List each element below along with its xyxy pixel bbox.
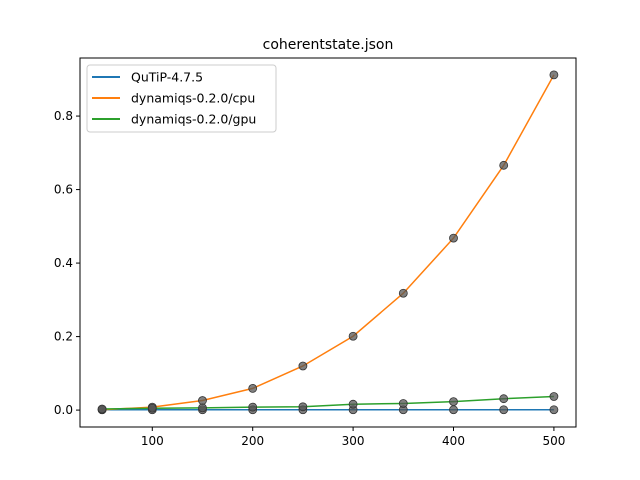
- data-point-2-0: [97, 404, 107, 414]
- data-point-1-9: [549, 70, 559, 80]
- y-tick-label: 0.0: [54, 403, 73, 417]
- data-point-2-3: [248, 402, 258, 412]
- legend-box: [86, 64, 277, 133]
- data-point-1-4: [298, 361, 308, 371]
- y-tick-label: 0.6: [54, 183, 73, 197]
- series-line-2: [102, 395, 554, 410]
- x-tick-label: 200: [241, 434, 264, 448]
- data-point-1-5: [348, 331, 358, 341]
- data-point-2-8: [499, 394, 509, 404]
- y-tick-label: 0.2: [54, 330, 73, 344]
- y-tick-label: 0.4: [54, 256, 73, 270]
- x-tick-label: 400: [442, 434, 465, 448]
- data-point-2-9: [549, 392, 559, 401]
- axis-ticks: 100 200 300 400 500 0.0 0.2 0.4 0.6 0.8: [54, 109, 565, 448]
- legend: QuTiP-4.7.5 dynamiqs-0.2.0/cpu dynamiqs-0.…: [86, 64, 277, 133]
- axes-frame: [79, 57, 577, 428]
- x-tick-label: 300: [342, 434, 365, 448]
- x-tick-label: 100: [141, 434, 164, 448]
- x-tick-label: 500: [542, 434, 565, 448]
- data-point-2-7: [449, 397, 458, 407]
- data-point-2-4: [298, 402, 308, 412]
- y-tick-label: 0.8: [54, 109, 73, 123]
- data-point-2-6: [398, 399, 408, 408]
- legend-label-1: dynamiqs-0.2.0/cpu: [131, 91, 255, 106]
- data-point-2-1: [147, 403, 157, 413]
- data-point-1-6: [398, 288, 408, 298]
- legend-label-0: QuTiP-4.7.5: [131, 70, 203, 85]
- data-point-1-8: [499, 160, 509, 170]
- data-point-0-8: [499, 405, 509, 415]
- data-point-0-9: [549, 405, 559, 415]
- data-point-1-2: [198, 396, 207, 405]
- data-point-2-2: [198, 403, 207, 413]
- legend-label-2: dynamiqs-0.2.0/gpu: [131, 112, 256, 127]
- data-point-1-7: [449, 233, 458, 243]
- data-point-0-7: [449, 405, 458, 415]
- chart-title: coherentstate.json: [263, 37, 394, 53]
- data-point-2-5: [348, 399, 358, 409]
- plot-area: [97, 70, 559, 415]
- data-point-1-3: [248, 384, 258, 393]
- series-line-1: [102, 74, 555, 411]
